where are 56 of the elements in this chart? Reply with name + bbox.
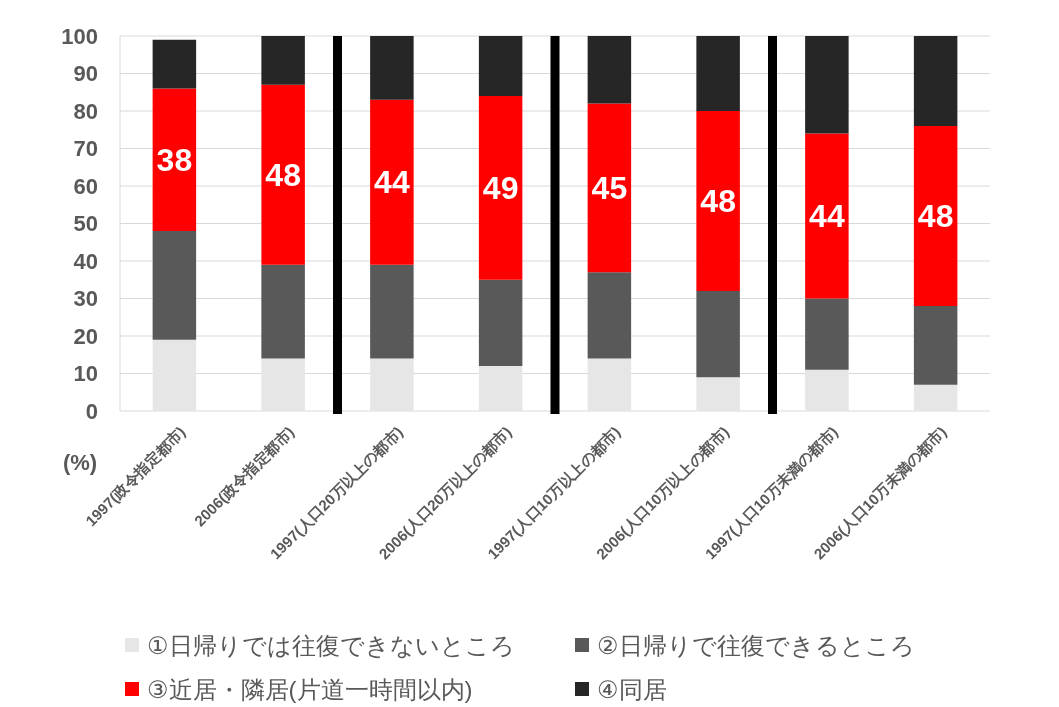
data-label: 44	[809, 198, 845, 234]
bar	[370, 358, 414, 411]
bar	[152, 39, 197, 89]
y-tick-label: 90	[73, 61, 98, 86]
bar	[913, 36, 958, 126]
data-label: 38	[156, 141, 193, 178]
bar	[805, 369, 849, 411]
y-tick-label: 0	[85, 398, 98, 424]
bar	[913, 126, 958, 306]
bar	[805, 133, 849, 299]
bar	[913, 306, 958, 385]
data-label: 48	[700, 183, 736, 219]
legend-label: ②日帰りで往復できるところ	[597, 631, 915, 659]
data-label: 45	[591, 169, 628, 206]
bar	[587, 358, 632, 411]
y-tick-label: 30	[73, 286, 98, 311]
bar	[370, 99, 414, 265]
y-tick-label: 80	[73, 98, 98, 124]
bar	[370, 36, 414, 100]
bar	[261, 358, 305, 411]
y-tick-label: 20	[73, 323, 98, 349]
bar	[152, 231, 197, 340]
bar	[152, 88, 197, 231]
data-label: 44	[374, 164, 410, 201]
bar	[805, 36, 849, 134]
data-label: 49	[482, 169, 519, 206]
y-tick-label: 60	[73, 173, 98, 199]
y-tick-label: 100	[61, 23, 98, 49]
bar	[587, 272, 632, 359]
bar	[587, 103, 632, 273]
bar	[261, 36, 305, 85]
bar	[478, 366, 523, 411]
y-tick-label: 50	[73, 211, 98, 236]
bar	[478, 36, 523, 96]
bar	[261, 264, 305, 359]
legend-label: ④同居	[597, 675, 667, 703]
bar	[805, 298, 849, 370]
bar	[478, 279, 523, 366]
y-axis-title: (%)	[62, 450, 98, 475]
data-label: 48	[265, 156, 301, 193]
bar	[696, 111, 740, 291]
y-tick-label: 10	[73, 361, 98, 386]
bar	[913, 384, 958, 411]
bar	[587, 36, 632, 104]
bar	[261, 84, 305, 265]
bar	[370, 264, 414, 359]
legend-label: ③近居・隣居(片道一時間以内)	[147, 675, 473, 703]
bar	[478, 96, 523, 280]
bar	[696, 36, 740, 111]
legend-label: ①日帰りでは往復できないところ	[147, 631, 515, 659]
y-tick-label: 70	[73, 136, 98, 161]
bar	[696, 291, 740, 378]
y-tick-label: 40	[73, 248, 98, 274]
bar	[696, 377, 740, 411]
data-label: 48	[917, 198, 954, 234]
bar	[152, 339, 197, 411]
